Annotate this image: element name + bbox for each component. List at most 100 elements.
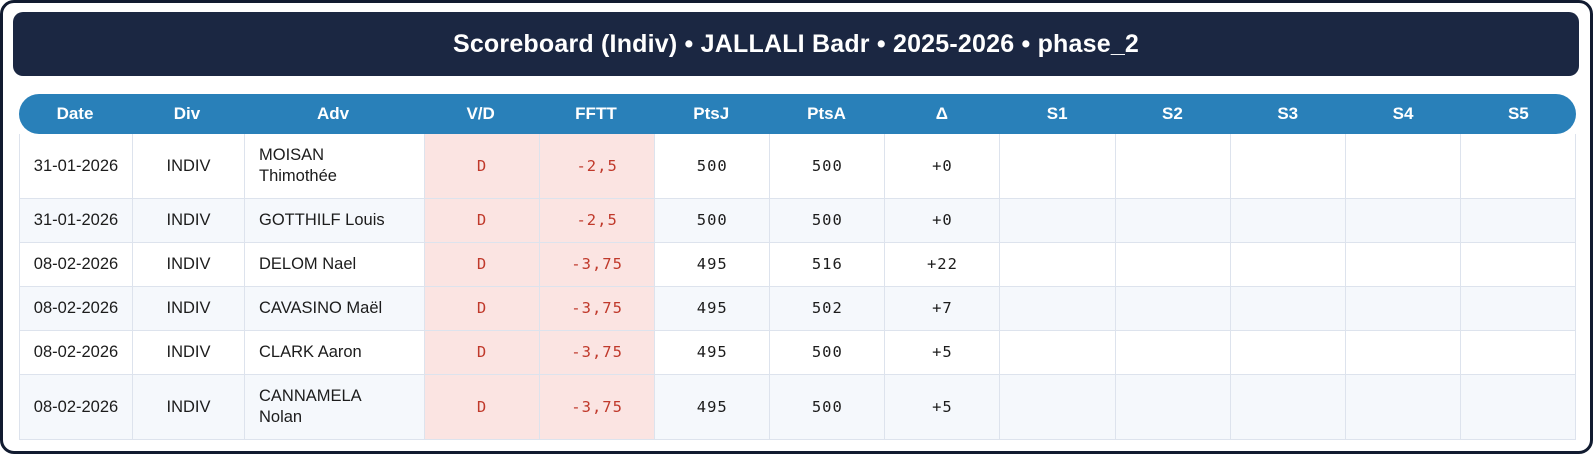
cell-s2	[1114, 243, 1230, 286]
table-row: 08-02-2026 INDIV DELOM Nael D -3,75 495 …	[20, 242, 1575, 286]
cell-adv: CANNAMELA Nolan	[244, 375, 424, 439]
table-row: 31-01-2026 INDIV GOTTHILF Louis D -2,5 5…	[20, 198, 1575, 242]
cell-s5	[1459, 243, 1575, 286]
header-cell-vd: V/D	[466, 104, 495, 123]
cell-ptsa: 502	[769, 287, 884, 330]
header-cell-s5: S5	[1507, 104, 1529, 123]
cell-fftt: -3,75	[539, 243, 655, 286]
cell-ptsj: 495	[654, 375, 769, 439]
header-cell-adv: Adv	[316, 104, 350, 123]
header-cell-ptsj: PtsJ	[693, 104, 730, 123]
page-title: Scoreboard (Indiv) • JALLALI Badr • 2025…	[452, 29, 1140, 58]
cell-s1	[999, 331, 1114, 374]
table-row: 08-02-2026 INDIV CAVASINO Maël D -3,75 4…	[20, 286, 1575, 330]
cell-div: INDIV	[132, 375, 244, 439]
table-header-row: Date Div Adv V/D FFTT PtsJ PtsA Δ S1 S2 S3 S4 S5	[19, 94, 1576, 134]
cell-date: 08-02-2026	[33, 299, 119, 317]
cell-fftt: -2,5	[539, 134, 655, 198]
cell-s2	[1114, 375, 1230, 439]
cell-s4	[1344, 331, 1460, 374]
cell-s2	[1114, 199, 1230, 242]
cell-fftt: -3,75	[539, 375, 655, 439]
cell-s3	[1229, 287, 1345, 330]
cell-vd: D	[424, 287, 540, 330]
cell-s2	[1114, 287, 1230, 330]
cell-vd: D	[424, 375, 540, 439]
header-cell-s2: S2	[1162, 104, 1183, 123]
header-cell-fftt: FFTT	[575, 104, 617, 123]
cell-ptsa: 500	[769, 134, 884, 198]
cell-s2	[1114, 134, 1230, 198]
cell-delta: +5	[884, 375, 999, 439]
cell-ptsj: 500	[654, 134, 769, 198]
cell-ptsj: 495	[654, 331, 769, 374]
header-cell-div: Div	[173, 104, 201, 123]
cell-s4	[1344, 375, 1460, 439]
cell-ptsa: 500	[769, 199, 884, 242]
cell-s5	[1459, 287, 1575, 330]
title-bar: Scoreboard (Indiv) • JALLALI Badr • 2025…	[13, 12, 1579, 76]
cell-s1	[999, 199, 1114, 242]
cell-adv: CLARK Aaron	[244, 331, 424, 374]
cell-div: INDIV	[132, 287, 244, 330]
header-cell-s4: S4	[1392, 104, 1414, 123]
cell-div: INDIV	[132, 134, 244, 198]
cell-ptsj: 495	[654, 243, 769, 286]
cell-delta: +22	[884, 243, 999, 286]
cell-date: 08-02-2026	[33, 397, 119, 416]
header-cell-s1: S1	[1046, 104, 1068, 123]
cell-div: INDIV	[132, 243, 244, 286]
cell-date: 31-01-2026	[33, 211, 119, 229]
cell-ptsa: 516	[769, 243, 884, 286]
cell-date: 31-01-2026	[33, 156, 119, 175]
cell-s4	[1344, 199, 1460, 242]
cell-s3	[1229, 375, 1345, 439]
header-cell-ptsa: PtsA	[807, 104, 846, 123]
scoreboard-table: Date Div Adv V/D FFTT PtsJ PtsA Δ S1 S2 S3 S4 S5 31-…	[19, 94, 1576, 440]
cell-adv: DELOM Nael	[244, 243, 424, 286]
cell-vd: D	[424, 199, 540, 242]
cell-adv: CAVASINO Maël	[244, 287, 424, 330]
header-cell-delta: Δ	[935, 104, 948, 123]
cell-s3	[1229, 331, 1345, 374]
table-row: 08-02-2026 INDIV CLARK Aaron D -3,75 495…	[20, 330, 1575, 374]
cell-s3	[1229, 134, 1345, 198]
cell-ptsa: 500	[769, 331, 884, 374]
table-row: 31-01-2026 INDIV MOISAN Thimothée D -2,5…	[20, 134, 1575, 198]
cell-s1	[999, 375, 1114, 439]
cell-s5	[1459, 134, 1575, 198]
cell-delta: +0	[884, 199, 999, 242]
cell-s2	[1114, 331, 1230, 374]
cell-s4	[1344, 134, 1460, 198]
cell-s3	[1229, 199, 1345, 242]
cell-fftt: -3,75	[539, 287, 655, 330]
cell-adv: MOISAN Thimothée	[244, 134, 424, 198]
cell-div: INDIV	[132, 199, 244, 242]
cell-s4	[1344, 243, 1460, 286]
cell-ptsj: 495	[654, 287, 769, 330]
cell-delta: +5	[884, 331, 999, 374]
table-body: 31-01-2026 INDIV MOISAN Thimothée D -2,5…	[19, 134, 1576, 440]
cell-s3	[1229, 243, 1345, 286]
table-row: 08-02-2026 INDIV CANNAMELA Nolan D -3,75…	[20, 374, 1575, 439]
cell-ptsa: 500	[769, 375, 884, 439]
cell-vd: D	[424, 243, 540, 286]
cell-date: 08-02-2026	[33, 255, 119, 273]
cell-adv: GOTTHILF Louis	[244, 199, 424, 242]
cell-fftt: -3,75	[539, 331, 655, 374]
cell-div: INDIV	[132, 331, 244, 374]
header-cell-s3: S3	[1277, 104, 1299, 123]
header-cell-date: Date	[56, 104, 94, 123]
cell-s4	[1344, 287, 1460, 330]
cell-s5	[1459, 331, 1575, 374]
cell-s1	[999, 287, 1114, 330]
cell-vd: D	[424, 134, 540, 198]
cell-delta: +7	[884, 287, 999, 330]
cell-vd: D	[424, 331, 540, 374]
cell-delta: +0	[884, 134, 999, 198]
cell-s5	[1459, 199, 1575, 242]
cell-s1	[999, 134, 1114, 198]
cell-s1	[999, 243, 1114, 286]
cell-s5	[1459, 375, 1575, 439]
